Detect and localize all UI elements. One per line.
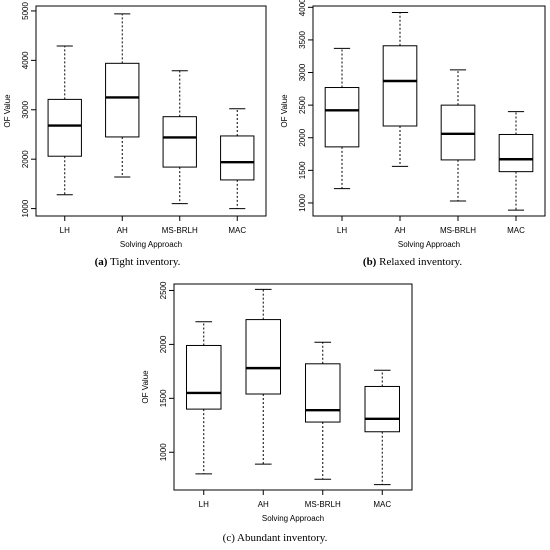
iqr-box xyxy=(324,87,360,148)
chart-panel-a: 1000 2000 3000 4000 5000 LH AH MS-BRLH MAC Solvin… xyxy=(0,0,275,270)
box-mac xyxy=(364,369,401,486)
y-tick-label: 2000 xyxy=(21,150,30,168)
x-axis-label: Solving Approach xyxy=(120,240,182,249)
box-mac xyxy=(220,108,255,210)
boxplot-relaxed-inventory: 1000 1500 2000 2500 3000 3500 4000 LH AH MS-BRLH M… xyxy=(280,0,546,249)
plot-frame xyxy=(173,283,413,491)
iqr-box xyxy=(105,62,140,138)
y-tick-label: 1000 xyxy=(21,199,30,217)
y-axis-label: OF Value xyxy=(280,94,289,128)
x-tick-label: AH xyxy=(258,500,269,509)
y-tick-label: 1000 xyxy=(159,443,168,461)
iqr-box xyxy=(47,98,82,157)
boxplot-abundant-inventory: 1000 1500 2000 2500 LH AH MS-BRLH MAC Solving Ap… xyxy=(141,281,413,523)
y-tick-label: 1000 xyxy=(298,194,307,212)
iqr-box xyxy=(440,104,476,161)
x-tick-label: LH xyxy=(199,500,209,509)
iqr-box xyxy=(498,133,534,173)
box-ms-brlh xyxy=(440,69,476,202)
y-tick-label: 3000 xyxy=(298,63,307,81)
iqr-box xyxy=(185,344,222,410)
x-tick-label: LH xyxy=(337,226,347,235)
caption-tag: (a) xyxy=(94,256,108,268)
x-tick-label: MS-BRLH xyxy=(162,226,198,235)
y-tick-label: 4000 xyxy=(298,0,307,16)
x-tick-label: LH xyxy=(60,226,70,235)
box-ah xyxy=(245,288,282,465)
y-axis-label: OF Value xyxy=(3,94,12,128)
chart-panel-c: 1000 1500 2000 2500 LH AH MS-BRLH MAC Solving Ap… xyxy=(130,278,420,550)
box-ms-brlh xyxy=(304,341,341,480)
y-axis-label: OF Value xyxy=(141,370,150,404)
iqr-box xyxy=(364,385,401,433)
x-tick-label: MS-BRLH xyxy=(305,500,341,509)
y-tick-label: 2000 xyxy=(159,335,168,353)
iqr-box xyxy=(245,319,282,395)
box-mac xyxy=(498,111,534,211)
plot-frame xyxy=(312,5,546,217)
caption-text: Tight inventory. xyxy=(107,256,181,268)
chart-panel-b: 1000 1500 2000 2500 3000 3500 4000 LH AH MS-BRLH M… xyxy=(275,0,550,270)
x-tick-label: MAC xyxy=(228,226,246,235)
x-tick-label: MS-BRLH xyxy=(440,226,476,235)
y-tick-label: 2000 xyxy=(298,128,307,146)
y-tick-label: 3000 xyxy=(21,100,30,118)
caption-text: (c) Abundant inventory. xyxy=(222,532,328,544)
box-ah xyxy=(382,12,418,167)
x-axis-label: Solving Approach xyxy=(262,514,324,523)
caption-relaxed: (b) Relaxed inventory. xyxy=(275,256,550,268)
y-tick-label: 3500 xyxy=(298,30,307,48)
box-lh xyxy=(185,321,222,475)
caption-abundant: (c) Abundant inventory. xyxy=(130,532,420,544)
caption-tight: (a) Tight inventory. xyxy=(0,256,275,268)
iqr-box xyxy=(304,363,341,423)
y-tick-label: 2500 xyxy=(159,281,168,299)
y-tick-label: 5000 xyxy=(21,1,30,19)
x-axis-label: Solving Approach xyxy=(398,240,460,249)
plot-frame xyxy=(35,5,267,217)
x-tick-label: AH xyxy=(394,226,405,235)
y-tick-label: 4000 xyxy=(21,51,30,69)
box-ah xyxy=(105,13,140,178)
x-tick-label: MAC xyxy=(373,500,391,509)
box-lh xyxy=(47,45,82,196)
x-tick-label: AH xyxy=(117,226,128,235)
boxplot-tight-inventory: 1000 2000 3000 4000 5000 LH AH MS-BRLH MAC Solvin… xyxy=(3,1,267,249)
box-lh xyxy=(324,47,360,190)
iqr-box xyxy=(162,116,197,168)
y-tick-label: 1500 xyxy=(159,389,168,407)
caption-text: Relaxed inventory. xyxy=(376,256,463,268)
iqr-box xyxy=(220,135,255,181)
x-tick-label: MAC xyxy=(507,226,525,235)
caption-tag: (b) xyxy=(362,256,377,268)
box-ms-brlh xyxy=(162,70,197,205)
iqr-box xyxy=(382,45,418,127)
y-tick-label: 2500 xyxy=(298,96,307,114)
y-tick-label: 1500 xyxy=(298,161,307,179)
